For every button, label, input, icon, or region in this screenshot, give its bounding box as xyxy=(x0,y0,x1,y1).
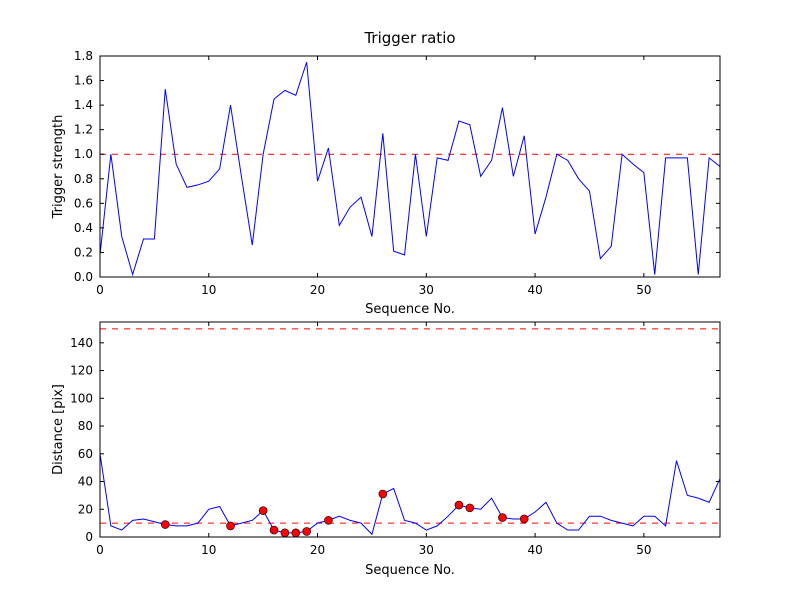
y-tick-label: 0.8 xyxy=(74,172,93,186)
y-tick-label: 0.4 xyxy=(74,221,93,235)
x-tick-label: 50 xyxy=(636,283,651,297)
subplot-1: 0 10 20 30 40 50 0.0 0.2 0.4 0.6 0.8 1.0 1.2 1.4 1.6 1.… xyxy=(51,29,721,317)
marker-point xyxy=(302,527,311,536)
y-tick-label: 20 xyxy=(78,502,93,516)
y-tick-label: 80 xyxy=(78,419,93,433)
y-tick-label: 1.8 xyxy=(74,49,93,63)
subplot-2: 0 10 20 30 40 50 0 20 40 60 80 100 120 140 Sequence No… xyxy=(51,321,721,578)
x-tick-label: 10 xyxy=(201,543,216,557)
y-tick-label: 60 xyxy=(78,447,93,461)
marker-point xyxy=(465,503,475,513)
marker-point xyxy=(519,514,529,524)
x-tick-label: 30 xyxy=(419,543,434,557)
y-tick-label: 0.0 xyxy=(74,270,93,284)
y-tick-label: 1.6 xyxy=(74,74,93,88)
y-tick-label: 120 xyxy=(70,364,93,378)
marker-point xyxy=(269,525,279,535)
x-tick-label: 0 xyxy=(96,283,104,297)
x-tick-label: 10 xyxy=(201,283,216,297)
x-tick-label: 0 xyxy=(96,543,104,557)
y-axis-label: Distance [pix] xyxy=(51,384,66,475)
axes-frame xyxy=(99,55,721,278)
x-tick-label: 20 xyxy=(310,543,325,557)
x-tick-label: 50 xyxy=(636,543,651,557)
marker-point xyxy=(291,528,301,538)
axes-frame xyxy=(99,321,721,538)
data-line xyxy=(100,453,720,536)
y-tick-label: 1.4 xyxy=(74,98,93,112)
y-tick-label: 0.2 xyxy=(74,245,93,259)
marker-point xyxy=(226,521,235,531)
y-tick-label: 100 xyxy=(70,391,93,405)
y-tick-label: 1.0 xyxy=(74,147,93,161)
marker-point xyxy=(498,513,507,522)
marker-point xyxy=(324,516,333,525)
x-tick-label: 40 xyxy=(527,283,542,297)
x-axis-label: Sequence No. xyxy=(365,302,455,317)
marker-point xyxy=(280,528,290,538)
x-tick-label: 40 xyxy=(527,543,542,557)
chart-title: Trigger ratio xyxy=(363,29,455,47)
x-tick-label: 30 xyxy=(419,283,434,297)
y-tick-label: 0.6 xyxy=(74,196,93,210)
marker-point xyxy=(160,520,170,529)
y-tick-label: 0 xyxy=(85,530,93,544)
x-axis-label: Sequence No. xyxy=(365,563,455,578)
x-tick-label: 20 xyxy=(310,283,325,297)
y-tick-label: 40 xyxy=(78,475,93,489)
marker-point xyxy=(454,500,464,510)
y-tick-label: 1.2 xyxy=(74,123,93,137)
marker-point xyxy=(258,506,268,515)
y-axis-label: Trigger strength xyxy=(51,115,66,220)
y-tick-label: 140 xyxy=(70,336,93,350)
data-line xyxy=(100,61,720,277)
marker-point xyxy=(378,489,388,499)
